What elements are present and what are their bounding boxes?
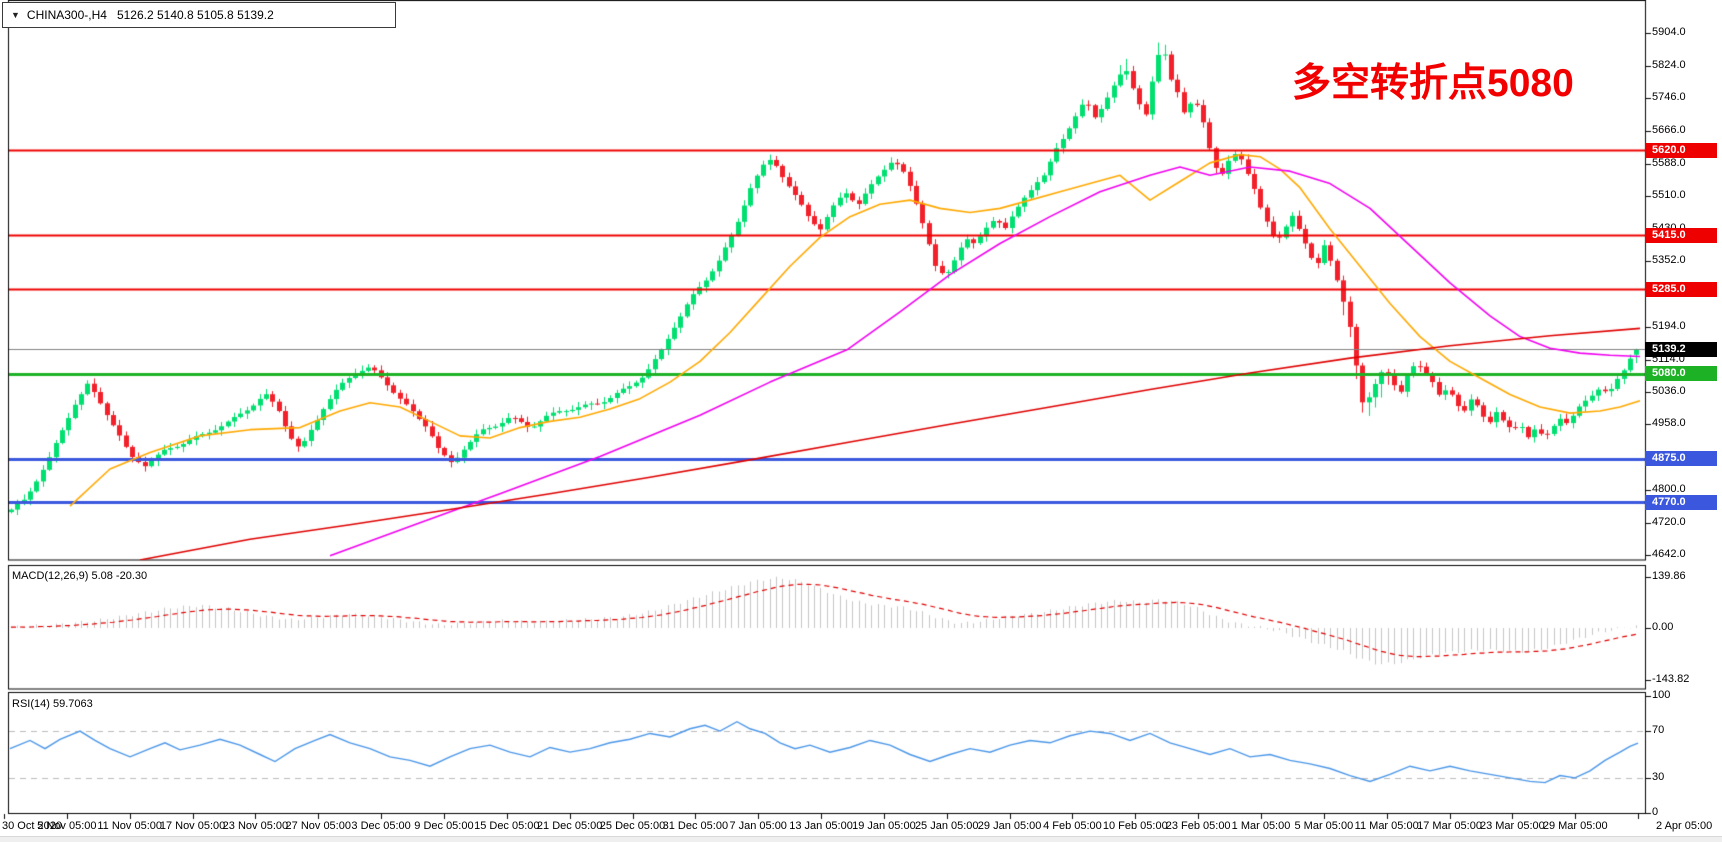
date-axis-label: 23 Mar 05:00 <box>1479 820 1545 832</box>
rsi-axis-tick-label: 70 <box>1652 724 1665 737</box>
price-axis-tick-label: 5904.0 <box>1652 26 1686 38</box>
price-axis-tick-label: 4800.0 <box>1652 482 1686 495</box>
price-axis-tick-label: 5588.0 <box>1652 156 1686 169</box>
date-axis-label: 17 Nov 05:00 <box>159 820 226 832</box>
price-axis-tick-label: 5510.0 <box>1652 188 1686 201</box>
date-axis-label: 30 Oct 2020 <box>2 820 62 832</box>
date-axis-label: 17 Mar 05:00 <box>1417 820 1482 832</box>
price-axis-tick-label: 5352.0 <box>1652 254 1686 267</box>
price-axis-tick-label: 4642.0 <box>1652 548 1686 560</box>
macd-axis-tick-label: -143.82 <box>1652 673 1690 686</box>
price-level-badge: 4875.0 <box>1645 451 1717 467</box>
price-axis-tick-label: 5194.0 <box>1652 319 1686 332</box>
price-axis-tick-label: 4958.0 <box>1652 417 1686 430</box>
date-axis-label: 25 Jan 05:00 <box>914 820 979 832</box>
date-axis-label: 5 Mar 05:00 <box>1294 820 1354 832</box>
date-axis-label: 25 Dec 05:00 <box>599 820 666 832</box>
price-axis-tick-label: 5824.0 <box>1652 59 1686 72</box>
date-axis-label: 19 Jan 05:00 <box>852 820 916 832</box>
date-axis-label: 21 Dec 05:00 <box>536 820 603 832</box>
dropdown-arrow-icon[interactable]: ▼ <box>11 10 20 20</box>
price-level-badge: 5285.0 <box>1645 281 1717 297</box>
date-axis-label: 3 Dec 05:00 <box>351 820 411 832</box>
date-axis-label: 2 Apr 05:00 <box>1656 820 1713 832</box>
date-axis-label: 29 Jan 05:00 <box>977 820 1042 832</box>
macd-axis-tick-label: 0.00 <box>1652 621 1674 633</box>
rsi-axis-tick-label: 0 <box>1652 806 1659 818</box>
symbol-ohlc-values: 5126.2 5140.8 5105.8 5139.2 <box>116 8 274 22</box>
date-axis-label: 10 Feb 05:00 <box>1102 820 1168 832</box>
rsi-indicator-label: RSI(14) 59.7063 <box>12 698 93 710</box>
date-axis-label: 7 Jan 05:00 <box>729 820 787 832</box>
macd-axis-tick-label: 139.86 <box>1652 570 1686 582</box>
date-axis-label: 11 Mar 05:00 <box>1354 820 1419 832</box>
current-price-badge: 5139.2 <box>1645 341 1717 357</box>
price-level-badge: 5080.0 <box>1645 366 1717 382</box>
date-axis-label: 29 Mar 05:00 <box>1542 820 1608 832</box>
price-level-badge: 5415.0 <box>1645 227 1717 243</box>
rsi-axis-tick-label: 100 <box>1652 689 1671 701</box>
price-level-badge: 5620.0 <box>1645 142 1717 158</box>
date-axis-label: 4 Feb 05:00 <box>1043 820 1102 832</box>
price-axis-tick-label: 5036.0 <box>1652 385 1686 398</box>
rsi-axis-tick-label: 30 <box>1652 770 1665 783</box>
date-axis-label: 15 Dec 05:00 <box>474 820 540 832</box>
price-axis-tick-label: 5746.0 <box>1652 91 1686 104</box>
date-axis-label: 5 Nov 05:00 <box>37 820 97 832</box>
date-axis-label: 13 Jan 05:00 <box>789 820 853 832</box>
date-axis-label: 11 Nov 05:00 <box>97 820 162 832</box>
date-axis-label: 23 Feb 05:00 <box>1165 820 1231 832</box>
price-level-badge: 4770.0 <box>1645 494 1717 510</box>
date-axis-label: 9 Dec 05:00 <box>414 820 474 832</box>
symbol-name: CHINA300-,H4 <box>26 8 107 22</box>
price-axis-tick-label: 4720.0 <box>1652 515 1686 528</box>
date-axis-label: 1 Mar 05:00 <box>1231 820 1291 832</box>
price-axis-tick-label: 5666.0 <box>1652 124 1686 137</box>
horizontal-scrollbar[interactable] <box>0 836 1722 842</box>
date-axis-label: 31 Dec 05:00 <box>662 820 729 832</box>
symbol-info-box: ▼ CHINA300-,H4 5126.2 5140.8 5105.8 5139… <box>2 2 396 28</box>
macd-indicator-label: MACD(12,26,9) 5.08 -20.30 <box>12 570 148 582</box>
date-axis-label: 27 Nov 05:00 <box>285 820 351 832</box>
annotation-text: 多空转折点5080 <box>1292 62 1574 105</box>
date-axis-label: 23 Nov 05:00 <box>222 820 289 832</box>
